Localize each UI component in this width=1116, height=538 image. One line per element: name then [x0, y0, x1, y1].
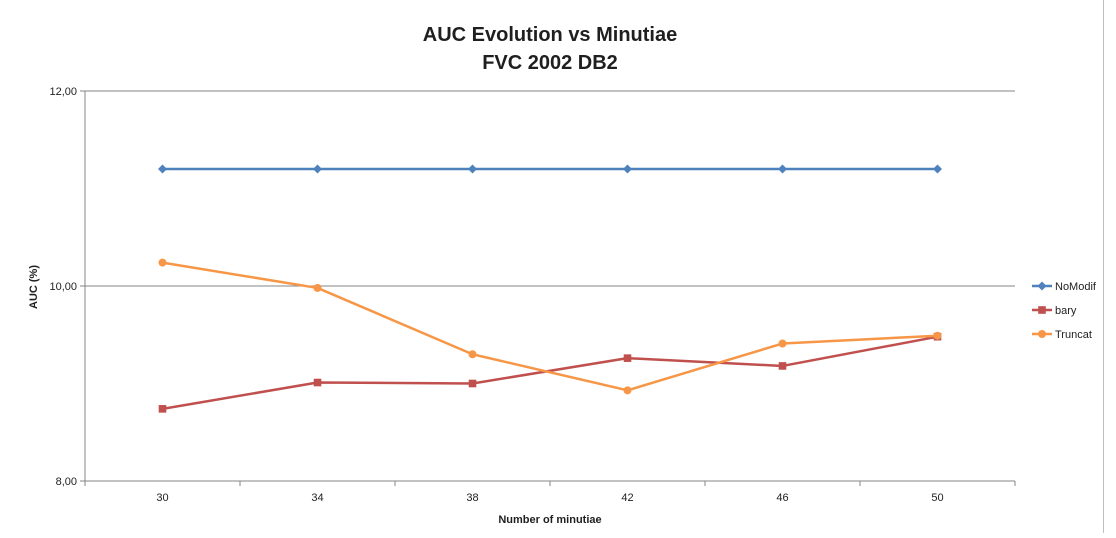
data-point-nomodif: [933, 164, 942, 174]
gridlines: [85, 90, 1015, 287]
x-tick-label: 34: [311, 492, 323, 504]
data-point-nomodif: [468, 164, 477, 174]
chart-title: AUC Evolution vs Minutiae: [423, 24, 677, 46]
y-axis-title: AUC (%): [28, 265, 40, 309]
x-tick-label: 30: [156, 492, 168, 504]
y-tick-label: 8,00: [56, 476, 77, 488]
data-point-bary: [313, 378, 322, 387]
data-point-nomodif: [313, 164, 322, 174]
data-point-truncat: [158, 258, 167, 267]
series-nomodif: [158, 164, 942, 174]
chart-subtitle: FVC 2002 DB2: [482, 52, 618, 74]
axes: [80, 90, 1016, 486]
data-point-nomodif: [623, 164, 632, 174]
legend-item-bary: bary: [1032, 305, 1077, 317]
legend-label-nomodif: NoModif: [1055, 281, 1097, 293]
data-point-truncat: [623, 386, 632, 395]
data-point-truncat: [933, 331, 942, 340]
x-tick-label: 50: [931, 492, 943, 504]
data-point-bary: [623, 354, 632, 362]
y-tick-label: 12,00: [49, 86, 77, 98]
legend-marker-bary: [1038, 306, 1046, 314]
x-tick-label: 46: [776, 492, 788, 504]
data-point-truncat: [313, 283, 322, 292]
data-point-truncat: [468, 350, 477, 359]
series-group: [158, 164, 942, 413]
legend-item-truncat: Truncat: [1032, 329, 1092, 341]
data-point-nomodif: [158, 164, 167, 174]
data-point-bary: [778, 362, 787, 370]
x-axis-title: Number of minutiae: [498, 514, 601, 526]
series-line-bary: [162, 335, 938, 411]
legend-marker-nomodif: [1037, 281, 1047, 291]
series-line-truncat: [162, 261, 938, 392]
legend-label-truncat: Truncat: [1055, 329, 1092, 341]
data-point-bary: [158, 405, 167, 413]
legend-marker-truncat: [1038, 330, 1046, 338]
x-tick-label: 38: [466, 492, 478, 504]
legend-label-bary: bary: [1055, 305, 1077, 317]
data-point-truncat: [778, 339, 787, 348]
data-point-bary: [468, 379, 477, 388]
data-point-nomodif: [778, 164, 787, 174]
y-tick-label: 10,00: [49, 281, 77, 293]
series-truncat: [158, 258, 942, 395]
y-tick-labels: 8,00 10,00 12,00: [49, 86, 77, 488]
x-tick-labels: 30 34 38 42 46 50: [156, 492, 943, 504]
legend: NoModif bary Truncat: [1032, 281, 1097, 341]
x-tick-label: 42: [621, 492, 633, 504]
legend-item-nomodif: NoModif: [1032, 281, 1097, 293]
